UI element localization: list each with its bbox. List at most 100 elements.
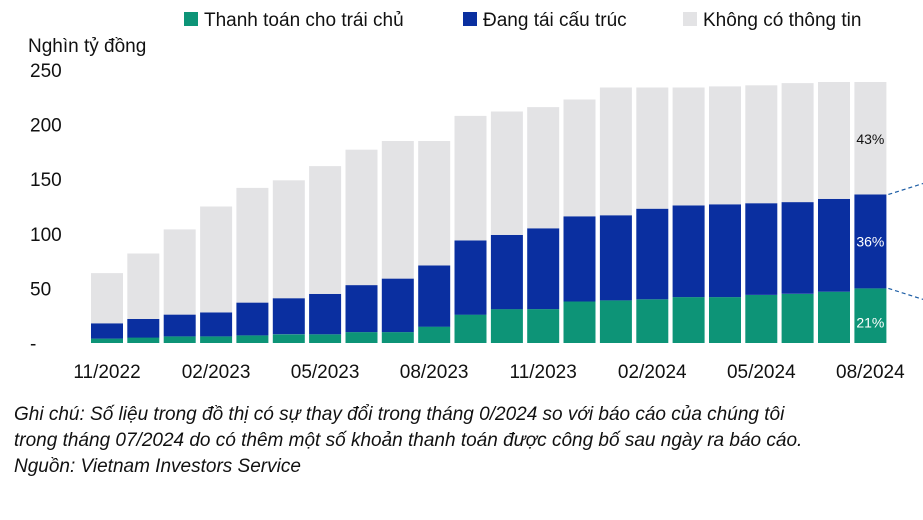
y-tick-label: - [30,334,36,355]
bar-segment [272,180,305,299]
bar-segment [163,336,196,343]
bar-segment [818,82,850,199]
legend-label: Không có thông tin [703,10,861,31]
bar-segment [854,288,887,343]
bar-segment [709,86,741,205]
bar-segment [672,205,705,298]
bar-segment [91,323,123,339]
leader-line [888,287,923,300]
legend-label: Thanh toán cho trái chủ [204,10,404,31]
bar-segment [272,334,305,343]
x-tick-label: 02/2023 [182,362,251,383]
chart-legend: Thanh toán cho trái chủ Đang tái cấu trúc… [184,10,861,31]
data-label: 21% [856,315,884,331]
legend-label: Đang tái cấu trúc [483,10,627,31]
stacked-bar-chart: Thanh toán cho trái chủ Đang tái cấu trúc… [28,10,923,383]
bar-segment [163,229,196,315]
bar-segment [309,293,342,335]
bar-segment [91,338,123,343]
bar-segment [599,300,632,343]
note-line-1: Ghi chú: Số liệu trong đồ thị có sự thay… [14,404,785,425]
bar-segment [854,194,887,289]
bar-segment [309,334,342,343]
bar-segment [454,314,487,343]
bar-segment [781,83,814,203]
bar-segment [563,99,596,217]
bar-segment [490,309,523,343]
bar-segment [818,198,850,292]
y-tick-label: 50 [30,279,51,300]
bar-segment [527,309,560,343]
bar-segment [163,314,196,337]
bar-segment [91,273,123,324]
bar-segment [454,240,487,315]
bar-segment [127,319,160,338]
chart-note: Ghi chú: Số liệu trong đồ thị có sự thay… [14,402,919,480]
bar-segment [345,332,378,343]
bar-segment [709,204,741,298]
y-tick-label: 100 [30,225,62,246]
data-label: 43% [856,131,884,147]
bar-segment [418,265,451,327]
bar-segment [272,298,305,335]
bar-segment [636,299,669,343]
bar-segment [636,87,669,209]
y-tick-label: 150 [30,170,62,191]
bar-segment [200,312,233,337]
x-tick-label: 08/2023 [400,362,469,383]
bar-segment [200,336,233,343]
x-tick-label: 05/2023 [291,362,360,383]
legend-swatch [683,12,697,26]
y-tick-label: 250 [30,61,62,82]
bar-segment [381,278,414,333]
x-axis-ticks: 11/2022 02/2023 05/2023 08/2023 11/2023 02/20… [73,362,905,383]
bar-segment [381,332,414,343]
bar-segment [527,228,560,310]
bar-segment [127,253,160,319]
bar-segment [781,293,814,343]
bar-segment [563,301,596,343]
x-tick-label: 08/2024 [836,362,905,383]
bar-segment [818,291,850,343]
bar-segment [200,206,233,313]
bar-segment [236,302,269,336]
x-tick-label: 05/2024 [727,362,796,383]
bar-segment [490,111,523,235]
bar-segment [709,297,741,343]
bar-segment [672,87,705,206]
bar-segment [418,326,451,343]
legend-swatch [184,12,198,26]
bar-segment [127,337,160,343]
legend-swatch [463,12,477,26]
x-tick-label: 11/2023 [510,362,577,383]
bar-segment [345,285,378,333]
bar-segment [745,203,778,295]
bar-segment [854,82,887,195]
bars [91,82,887,343]
bar-segment [745,85,778,204]
bar-segment [454,115,487,241]
y-tick-label: 200 [30,116,62,137]
bar-segment [527,107,560,229]
bar-segment [309,166,342,294]
bar-segment [236,335,269,343]
note-line-2: trong tháng 07/2024 do có thêm một số kh… [14,430,803,451]
bar-segment [745,295,778,343]
bar-segment [236,187,269,303]
source-line: Nguồn: Vietnam Investors Service [14,456,301,477]
bar-segment [490,234,523,310]
bar-segment [381,141,414,279]
bar-segment [636,208,669,300]
bar-segment [781,202,814,294]
x-tick-label: 11/2022 [73,362,140,383]
bar-segment [418,141,451,266]
leader-line [888,182,923,196]
bar-segment [563,216,596,302]
bar-segment [672,297,705,343]
x-tick-label: 02/2024 [618,362,687,383]
data-label: 36% [856,233,884,249]
bar-segment [345,149,378,286]
y-axis-label: Nghìn tỷ đồng [28,36,146,57]
annotations: 21% 36% 43% [856,131,923,331]
bar-segment [599,215,632,301]
